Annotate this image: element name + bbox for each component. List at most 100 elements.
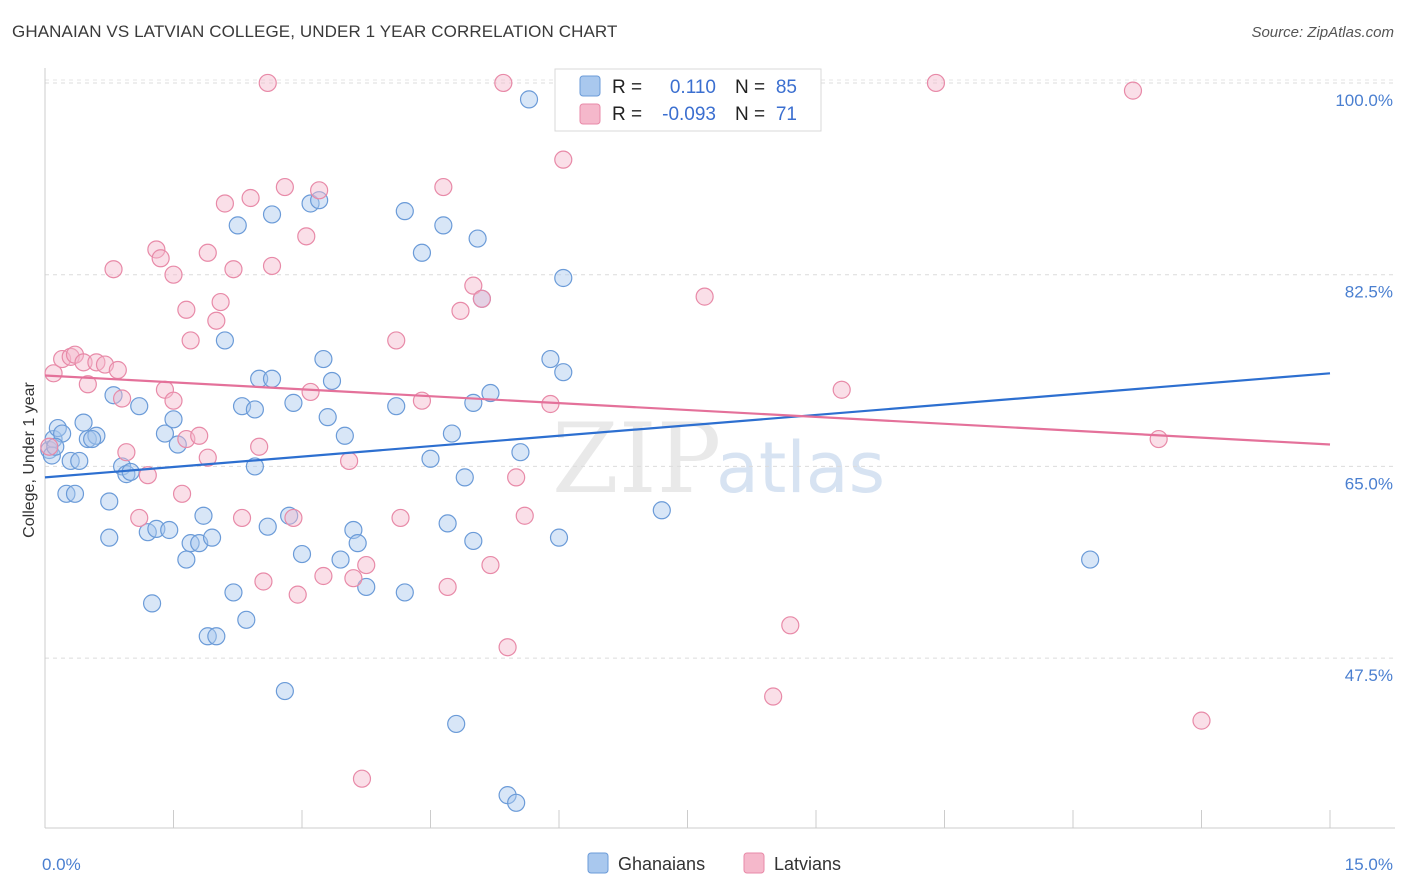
ghanaian-point-64 xyxy=(455,468,474,487)
legend-n-label-2: N = xyxy=(735,104,765,125)
ghanaian-point-65 xyxy=(464,531,483,551)
chart-title: GHANAIAN VS LATVIAN COLLEGE, UNDER 1 YEA… xyxy=(12,22,618,41)
ghanaian-point-35 xyxy=(245,400,264,419)
latvian-point-44 xyxy=(344,569,363,588)
ghanaian-point-17 xyxy=(142,594,162,613)
ghanaian-point-61 xyxy=(438,514,457,533)
latvian-point-53 xyxy=(464,276,483,295)
latvian-point-56 xyxy=(494,73,513,93)
ghanaian-point-71 xyxy=(507,793,526,812)
ghanaian-trend-line xyxy=(44,372,1331,479)
ghanaian-point-40 xyxy=(262,205,282,224)
bottom-legend: Ghanaians Latvians xyxy=(587,852,841,874)
ghanaian-point-76 xyxy=(554,363,573,382)
legend-n-value-2: 71 xyxy=(776,104,797,125)
ghanaian-point-78 xyxy=(652,501,671,520)
bottom-legend-swatch-ghanaians xyxy=(587,852,609,874)
ghanaian-point-50 xyxy=(331,550,350,569)
ghanaian-point-79 xyxy=(1081,550,1100,569)
y-axis-label: College, Under 1 year xyxy=(21,382,38,538)
y-tick-label-3: 100.0% xyxy=(1335,91,1393,110)
latvian-point-28 xyxy=(211,292,230,312)
ghanaian-point-81 xyxy=(46,437,65,456)
ghanaian-point-6 xyxy=(70,451,89,471)
bottom-legend-label-ghanaians: Ghanaians xyxy=(618,854,705,874)
latvian-point-66 xyxy=(926,73,946,93)
legend-r-label-2: R = xyxy=(612,104,642,125)
latvian-point-34 xyxy=(254,572,273,591)
ghanaian-point-43 xyxy=(284,393,303,412)
series-latvians xyxy=(40,73,1211,788)
latvian-point-58 xyxy=(507,468,526,487)
latvian-point-70 xyxy=(258,73,277,93)
latvian-point-51 xyxy=(438,577,457,597)
latvian-point-15 xyxy=(147,240,166,259)
ghanaian-point-44 xyxy=(292,544,312,564)
latvian-point-36 xyxy=(275,177,294,197)
ghanaian-point-67 xyxy=(468,229,487,248)
source-credit: Source: ZipAtlas.com xyxy=(1251,24,1394,41)
legend-swatch-latvians xyxy=(579,103,601,125)
latvian-point-29 xyxy=(215,194,234,213)
latvian-point-38 xyxy=(288,585,307,604)
latvian-point-41 xyxy=(310,181,329,200)
latvian-point-16 xyxy=(151,249,170,268)
trend-lines xyxy=(44,372,1331,479)
latvian-point-19 xyxy=(164,391,183,410)
ghanaian-point-41 xyxy=(275,681,294,701)
ghanaian-point-15 xyxy=(130,397,149,416)
ghanaian-point-30 xyxy=(215,331,234,350)
latvian-point-61 xyxy=(554,150,573,169)
latvian-point-55 xyxy=(481,555,500,575)
watermark-atlas: atlas xyxy=(716,427,885,509)
ghanaian-point-31 xyxy=(224,583,243,602)
ghanaian-point-32 xyxy=(228,216,247,235)
ghanaian-point-74 xyxy=(541,349,560,369)
latvian-point-67 xyxy=(1123,81,1143,100)
latvian-point-37 xyxy=(284,508,303,528)
latvian-point-63 xyxy=(764,687,783,706)
ghanaian-point-7 xyxy=(74,413,93,432)
latvian-point-9 xyxy=(104,260,123,279)
latvian-point-6 xyxy=(78,375,97,394)
latvian-point-26 xyxy=(198,243,217,262)
x-tick-label-0: 0.0% xyxy=(42,855,81,874)
ghanaian-point-20 xyxy=(160,520,179,540)
watermark-zip: ZIP xyxy=(552,403,721,515)
latvian-point-50 xyxy=(434,177,453,197)
ghanaian-point-46 xyxy=(310,191,329,210)
latvian-point-23 xyxy=(181,331,200,350)
bottom-legend-label-latvians: Latvians xyxy=(774,854,841,874)
ghanaian-point-23 xyxy=(177,550,196,569)
latvian-point-1 xyxy=(44,364,63,383)
latvian-point-24 xyxy=(190,426,209,445)
latvian-point-22 xyxy=(177,300,196,319)
ghanaian-point-19 xyxy=(155,424,175,443)
latvian-point-59 xyxy=(515,506,534,525)
latvian-point-69 xyxy=(1192,711,1211,730)
latvian-point-31 xyxy=(232,508,252,528)
ghanaian-point-38 xyxy=(258,517,277,536)
ghanaian-point-57 xyxy=(395,583,414,602)
latvian-point-45 xyxy=(352,769,372,788)
y-tick-label-0: 47.5% xyxy=(1345,666,1393,685)
legend-r-label-1: R = xyxy=(612,77,642,98)
latvian-point-33 xyxy=(250,437,269,456)
latvian-point-32 xyxy=(241,188,260,208)
legend-swatch-ghanaians xyxy=(579,75,601,97)
grid-lines xyxy=(45,79,1395,659)
ghanaian-point-28 xyxy=(202,528,222,547)
legend-r-value-2: -0.093 xyxy=(662,104,716,125)
legend-r-value-1: 0.110 xyxy=(670,77,716,98)
latvian-point-47 xyxy=(387,331,406,350)
latvian-point-57 xyxy=(498,638,517,657)
ghanaian-point-63 xyxy=(447,714,466,734)
latvian-point-12 xyxy=(117,443,136,462)
latvian-trend-line xyxy=(44,374,1331,446)
ghanaian-point-82 xyxy=(65,484,85,503)
ghanaian-point-73 xyxy=(519,90,539,109)
axes xyxy=(44,68,1395,829)
latvian-point-5 xyxy=(74,353,93,372)
latvian-point-54 xyxy=(472,289,491,308)
legend-n-value-1: 85 xyxy=(776,77,797,98)
